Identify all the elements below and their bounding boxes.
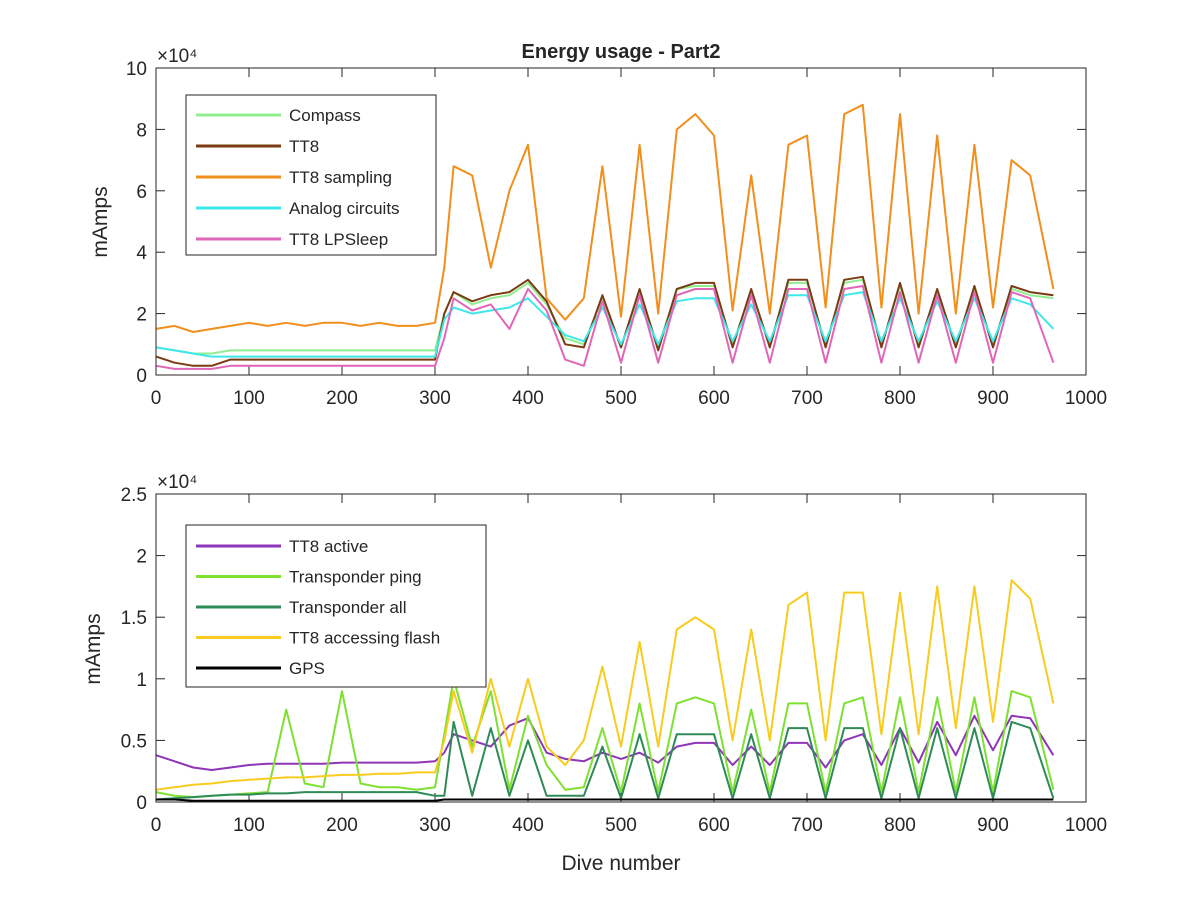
x-tick-label: 400 <box>512 388 544 409</box>
y-tick-label: 2.5 <box>121 485 147 506</box>
x-tick-label: 0 <box>151 815 162 836</box>
legend-label: TT8 active <box>289 537 368 556</box>
y-tick-label: 8 <box>136 120 147 141</box>
plot-series <box>155 103 1055 370</box>
x-tick-label: 200 <box>326 815 358 836</box>
y-tick-label: 0 <box>136 366 147 387</box>
x-tick-label: 500 <box>605 388 637 409</box>
axis-ticks: 0 100 200 300 400 500 600 700 800 900 1000 0 2 4 6 8 10 <box>126 59 1107 409</box>
y-axis-label: mAmps <box>82 613 105 684</box>
y-tick-label: 0.5 <box>121 731 147 752</box>
bottom-chart-panel: ×10⁴ mAmps Dive number 0 100 200 300 400 500 6… <box>82 472 1107 875</box>
x-tick-label: 600 <box>698 388 730 409</box>
x-tick-label: 800 <box>884 815 916 836</box>
axes-box <box>155 493 1087 803</box>
legend-label: GPS <box>289 659 325 678</box>
legend: Compass TT8 TT8 sampling Analog circuits TT8… <box>185 94 437 256</box>
legend-label: TT8 <box>289 137 319 156</box>
x-tick-label: 1000 <box>1065 388 1107 409</box>
x-tick-label: 1000 <box>1065 815 1107 836</box>
series-line-gps <box>156 798 1054 802</box>
legend-label: TT8 LPSleep <box>289 230 388 249</box>
x-tick-label: 100 <box>233 388 265 409</box>
y-tick-label: 4 <box>136 243 147 264</box>
y-tick-label: 1.5 <box>121 608 147 629</box>
series-line-tt8-sampling <box>155 103 1055 333</box>
axes-box <box>155 67 1087 376</box>
legend-label: Analog circuits <box>289 199 400 218</box>
plot-series <box>155 579 1055 802</box>
y-tick-label: 6 <box>136 182 147 203</box>
x-axis-label: Dive number <box>561 852 680 875</box>
series-line-transponder-all <box>155 720 1055 801</box>
x-tick-label: 300 <box>419 388 451 409</box>
y-tick-label: 2 <box>136 547 147 568</box>
y-exponent-label: ×10⁴ <box>157 472 197 493</box>
legend-box <box>185 94 437 256</box>
x-tick-label: 900 <box>977 388 1009 409</box>
x-tick-label: 400 <box>512 815 544 836</box>
legend: TT8 active Transponder ping Transponder al… <box>185 524 487 688</box>
x-tick-label: 0 <box>151 388 162 409</box>
x-tick-label: 200 <box>326 388 358 409</box>
x-tick-label: 700 <box>791 388 823 409</box>
x-tick-label: 500 <box>605 815 637 836</box>
x-tick-label: 600 <box>698 815 730 836</box>
x-tick-label: 700 <box>791 815 823 836</box>
top-chart-panel: Energy usage - Part2 ×10⁴ mAmps 0 100 200 3… <box>89 41 1107 409</box>
x-tick-label: 800 <box>884 388 916 409</box>
series-line-tt8-accessing-flash <box>155 579 1055 791</box>
series-line-transponder-ping <box>155 677 1055 799</box>
legend-label: TT8 sampling <box>289 168 392 187</box>
x-tick-label: 900 <box>977 815 1009 836</box>
axis-ticks: 0 100 200 300 400 500 600 700 800 900 1000 0 0.5 1 1.5… <box>121 485 1108 836</box>
y-tick-label: 0 <box>136 793 147 814</box>
series-line-tt8 <box>155 275 1054 367</box>
legend-label: Transponder all <box>289 598 407 617</box>
legend-label: Compass <box>289 106 361 125</box>
y-tick-label: 2 <box>136 305 147 326</box>
y-axis-label: mAmps <box>89 186 112 257</box>
legend-label: Transponder ping <box>289 568 422 587</box>
y-tick-label: 10 <box>126 59 147 80</box>
x-tick-label: 100 <box>233 815 265 836</box>
series-line-tt8-lpsleep <box>155 285 1055 370</box>
y-exponent-label: ×10⁴ <box>157 46 197 67</box>
legend-label: TT8 accessing flash <box>289 629 440 648</box>
chart-title: Energy usage - Part2 <box>522 41 721 63</box>
x-tick-label: 300 <box>419 815 451 836</box>
y-tick-label: 1 <box>136 670 147 691</box>
